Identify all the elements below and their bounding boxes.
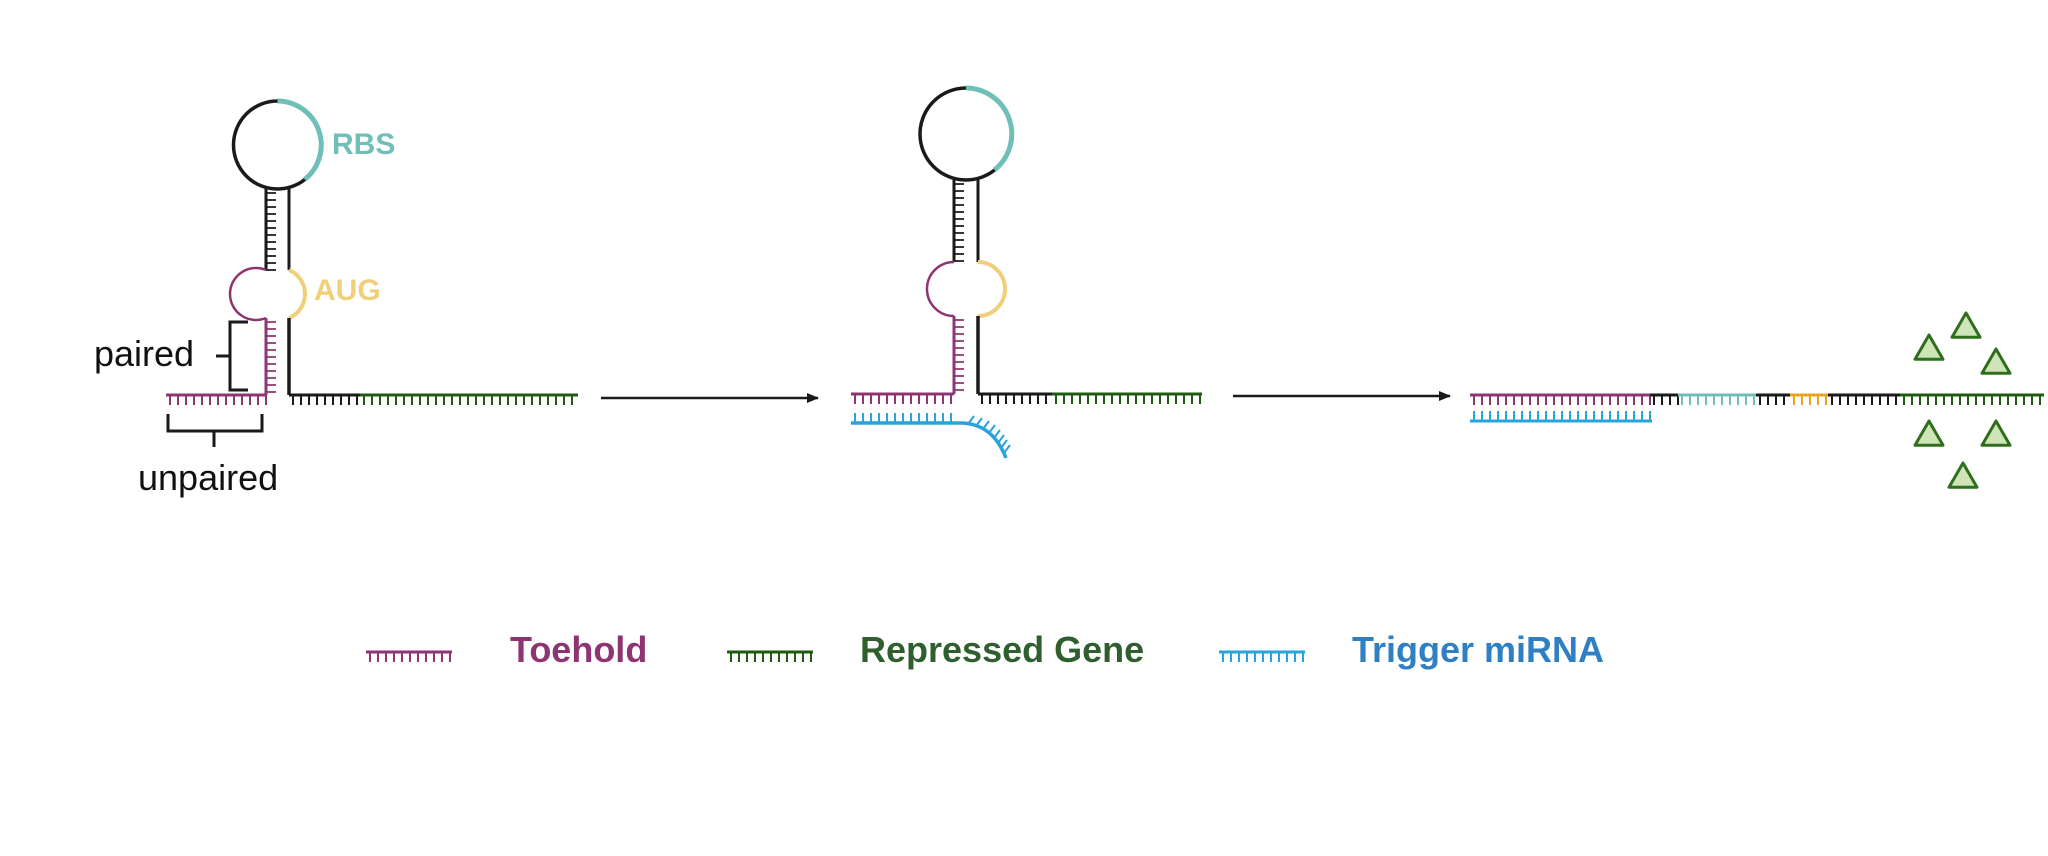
toehold-domain — [1470, 393, 1651, 405]
hairpin-structure — [228, 98, 324, 395]
trigger-mirna-domain — [1470, 411, 1652, 423]
legend-symbol-toehold — [366, 650, 452, 662]
lower-stem-toehold — [952, 316, 964, 394]
linker-3 — [1828, 393, 1900, 405]
rbs-segment — [1678, 393, 1756, 405]
aug-segment — [288, 268, 307, 320]
toehold-domain — [166, 393, 267, 405]
legend-comb — [366, 650, 452, 662]
bulge-left — [228, 266, 267, 322]
trigger-mirna-strand — [851, 413, 1011, 459]
upper-stem-left — [264, 189, 276, 271]
expressed-proteins — [1913, 311, 2012, 489]
rbs-label: RBS — [332, 128, 395, 161]
lower-stem-toehold — [264, 318, 276, 395]
unfolded-mrna-strand — [1470, 393, 2044, 405]
upper-stem-left — [952, 180, 964, 262]
protein-icon — [1980, 419, 2012, 447]
linker-2 — [1756, 393, 1790, 405]
legend-symbol-repressed-gene — [727, 650, 813, 662]
bound-trigger-mirna — [1470, 411, 1652, 423]
panel-closed-switch: RBS AUG paired unpaired — [94, 98, 578, 498]
paired-bracket — [216, 320, 248, 392]
panel-open-switch — [1470, 311, 2044, 489]
aug-segment — [977, 260, 1007, 318]
unpaired-label: unpaired — [138, 457, 278, 498]
legend-label-trigger-mirna: Trigger miRNA — [1352, 629, 1604, 670]
aug-label: AUG — [314, 274, 381, 307]
protein-icon — [1950, 311, 1982, 339]
bulge-left — [925, 260, 955, 318]
protein-icon — [1980, 347, 2012, 375]
legend-label-repressed-gene: Repressed Gene — [860, 629, 1144, 670]
linker-region — [289, 393, 360, 405]
legend-symbol-trigger-mirna — [1219, 650, 1305, 662]
legend-label-toehold: Toehold — [510, 629, 647, 670]
repressed-gene-region — [1052, 392, 1202, 404]
toehold-domain — [851, 392, 954, 404]
hairpin-structure — [918, 85, 1015, 394]
legend-comb — [727, 650, 813, 662]
repressed-gene-region — [360, 393, 578, 405]
linker-1 — [1650, 393, 1679, 405]
protein-icon — [1947, 461, 1979, 489]
rbs-segment — [277, 98, 324, 182]
legend: Toehold Repressed Gene Trigger miRNA — [366, 629, 1604, 670]
aug-segment — [1790, 393, 1828, 405]
protein-icon — [1913, 419, 1945, 447]
repressed-gene-region — [1900, 393, 2044, 405]
rbs-segment — [965, 85, 1015, 172]
unpaired-bracket — [166, 414, 264, 447]
panel-trigger-binding — [851, 85, 1202, 459]
paired-label: paired — [94, 333, 194, 374]
legend-comb — [1219, 650, 1305, 662]
mrna-strand — [166, 393, 578, 405]
mrna-strand — [851, 392, 1202, 404]
linker-region — [978, 392, 1052, 404]
protein-icon — [1913, 333, 1945, 361]
